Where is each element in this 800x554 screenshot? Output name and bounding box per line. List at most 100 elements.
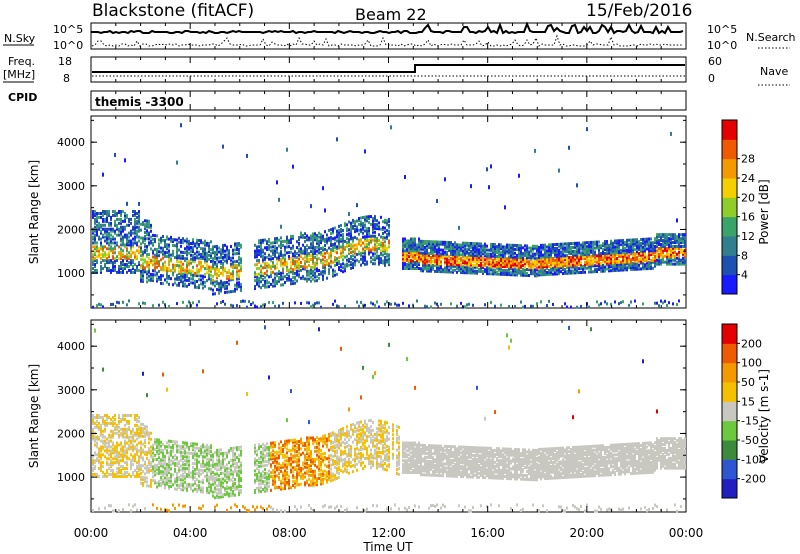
data-cell: [434, 242, 436, 246]
data-cell: [512, 245, 514, 249]
data-cell: [164, 454, 166, 458]
data-cell: [356, 252, 358, 256]
data-cell: [360, 263, 362, 267]
data-cell: [414, 245, 416, 249]
data-cell: [180, 278, 182, 282]
data-cell: [526, 268, 528, 272]
data-cell: [168, 267, 170, 271]
data-cell: [684, 237, 686, 241]
data-cell: [148, 470, 150, 474]
data-cell: [136, 417, 138, 421]
data-cell: [406, 265, 408, 269]
data-cell: [530, 264, 532, 268]
data-cell: [310, 204, 312, 209]
data-cell: [516, 273, 518, 277]
data-cell: [670, 258, 672, 262]
data-cell: [316, 237, 318, 241]
data-cell: [606, 261, 608, 265]
data-cell: [160, 240, 162, 244]
data-cell: [666, 239, 668, 243]
data-cell: [122, 241, 124, 245]
data-cell: [624, 248, 626, 252]
data-cell: [350, 231, 352, 235]
data-cell: [486, 270, 488, 274]
data-cell: [382, 226, 384, 230]
data-cell: [640, 249, 642, 253]
data-cell: [120, 266, 122, 270]
data-cell: [662, 256, 664, 260]
data-cell: [108, 416, 110, 419]
data-cell: [374, 234, 376, 238]
data-cell: [100, 453, 102, 457]
data-cell: [472, 255, 474, 259]
data-cell: [420, 241, 422, 245]
data-cell: [662, 301, 664, 305]
data-cell: [334, 244, 336, 248]
data-cell: [558, 268, 560, 272]
data-cell: [108, 261, 110, 265]
data-cell: [256, 259, 258, 263]
data-cell: [114, 223, 116, 227]
data-cell: [212, 251, 214, 255]
data-cell: [258, 284, 260, 288]
data-cell: [318, 245, 320, 249]
data-cell: [406, 243, 408, 247]
data-cell: [518, 261, 520, 265]
data-cell: [514, 257, 516, 261]
data-cell: [112, 227, 114, 231]
data-cell: [610, 261, 612, 265]
data-cell: [170, 445, 172, 449]
data-cell: [126, 235, 128, 239]
data-cell: [258, 249, 260, 253]
data-cell: [170, 477, 172, 481]
data-cell: [322, 273, 324, 277]
data-cell: [444, 240, 446, 244]
data-cell: [602, 263, 604, 267]
data-cell: [236, 267, 238, 271]
data-cell: [338, 234, 340, 238]
data-cell: [218, 287, 220, 291]
data-cell: [552, 245, 554, 249]
data-cell: [118, 217, 120, 221]
data-cell: [424, 247, 426, 251]
data-cell: [472, 249, 474, 253]
data-cell: [112, 419, 114, 423]
data-cell: [146, 468, 148, 472]
data-cell: [112, 247, 114, 251]
data-cell: [672, 237, 674, 241]
data-cell: [548, 247, 550, 251]
data-cell: [628, 242, 630, 246]
data-cell: [104, 223, 106, 227]
data-cell: [338, 268, 340, 272]
data-cell: [320, 239, 322, 243]
data-cell: [222, 246, 224, 250]
data-cell: [292, 281, 294, 285]
data-cell: [536, 244, 538, 248]
data-cell: [108, 213, 110, 217]
data-cell: [336, 263, 338, 267]
data-cell: [128, 421, 130, 425]
data-cell: [236, 287, 238, 291]
data-cell: [184, 259, 186, 263]
data-cell: [146, 229, 148, 233]
data-cell: [334, 226, 336, 230]
data-cell: [318, 247, 320, 251]
data-cell: [486, 266, 488, 270]
data-cell: [410, 266, 412, 270]
data-cell: [312, 303, 314, 307]
data-cell: [684, 242, 686, 246]
data-cell: [602, 259, 604, 263]
data-cell: [414, 237, 416, 241]
data-cell: [170, 459, 172, 463]
data-cell: [92, 472, 94, 476]
data-cell: [524, 248, 526, 252]
data-cell: [378, 233, 380, 237]
data-cell: [626, 256, 628, 260]
data-cell: [98, 255, 100, 259]
data-cell: [666, 262, 668, 266]
data-cell: [568, 145, 570, 150]
data-cell: [94, 467, 96, 471]
data-cell: [224, 281, 226, 285]
data-cell: [312, 244, 314, 248]
data-cell: [330, 232, 332, 236]
